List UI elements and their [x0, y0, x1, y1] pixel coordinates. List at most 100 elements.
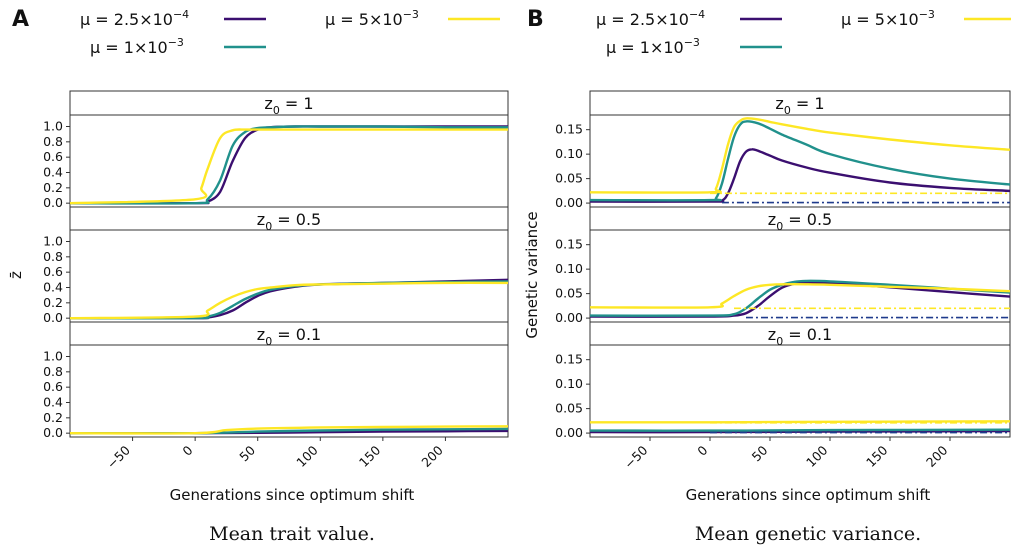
- x-tick-label: 50: [236, 442, 258, 464]
- facet-strip: [589, 90, 1011, 116]
- strip-subscript: 0: [265, 220, 272, 233]
- y-tick-label: 1.0: [43, 119, 63, 134]
- x-tick-label: 150: [356, 442, 384, 470]
- x-tick-label: 150: [863, 442, 891, 470]
- facet-series-group: [590, 420, 1010, 434]
- panel-b-xlabel: Generations since optimum shift: [686, 486, 931, 504]
- y-tick-label: 0.00: [555, 310, 583, 325]
- facet-plot-frame: [69, 229, 509, 323]
- legend-panel-b: μ = 2.5×10−4μ = 1×10−3μ = 5×10−3: [596, 8, 1011, 57]
- legend-label-exponent: −4: [173, 8, 189, 21]
- strip-suffix: = 0.5: [783, 210, 832, 229]
- series-line: [70, 425, 508, 435]
- y-tick-label: 0.2: [43, 295, 63, 310]
- strip-suffix: = 0.5: [272, 210, 321, 229]
- facet-strip-label: z0 = 0.1: [768, 325, 832, 348]
- strip-suffix: = 0.1: [272, 325, 321, 344]
- x-tick-label: 100: [293, 442, 321, 470]
- panel-b-caption: Mean genetic variance.: [695, 523, 921, 545]
- strip-suffix: = 0.1: [783, 325, 832, 344]
- y-tick-label: 0.05: [555, 171, 583, 186]
- legend-label-base: μ = 1×10: [90, 38, 168, 57]
- x-tick-label: 200: [923, 442, 951, 470]
- series-line: [590, 428, 1010, 432]
- y-tick-label: 0.2: [43, 410, 63, 425]
- legend-label-1: μ = 1×10−3: [90, 36, 184, 57]
- series-line: [590, 279, 1010, 317]
- legend-label-exponent: −3: [919, 8, 935, 21]
- legend-label-exponent: −3: [684, 36, 700, 49]
- facet-strip-label: z0 = 1: [264, 94, 313, 117]
- facet-plot-frame: [69, 344, 509, 438]
- y-tick-label: 0.2: [43, 180, 63, 195]
- strip-subscript: 0: [776, 220, 783, 233]
- facet-series-group: [70, 125, 508, 205]
- y-tick-label: 0.0: [43, 310, 63, 325]
- facet-series-group: [590, 117, 1010, 204]
- facet-series-group: [70, 425, 508, 435]
- y-tick-label: 0.05: [555, 286, 583, 301]
- y-tick-label: 0.15: [555, 237, 583, 252]
- facet-strip-label: z0 = 0.1: [257, 325, 321, 348]
- y-tick-label: 0.6: [43, 379, 63, 394]
- legend-label-2: μ = 5×10−3: [325, 8, 419, 29]
- series-line: [70, 125, 508, 205]
- x-tick-label: −50: [104, 442, 133, 471]
- y-tick-label: 0.8: [43, 364, 63, 379]
- strip-base: z: [768, 210, 776, 229]
- series-line: [590, 283, 1010, 309]
- legend-label-base: μ = 5×10: [325, 10, 403, 29]
- y-tick-label: 0.4: [43, 165, 63, 180]
- legend-panel-a: μ = 2.5×10−4μ = 1×10−3μ = 5×10−3: [80, 8, 500, 57]
- strip-suffix: = 1: [791, 94, 825, 113]
- x-tick-label: 0: [179, 442, 195, 458]
- strip-subscript: 0: [776, 335, 783, 348]
- y-tick-label: 0.8: [43, 249, 63, 264]
- facet-strip-label: z0 = 1: [775, 94, 824, 117]
- panel-b-ylabel: Genetic variance: [523, 211, 541, 338]
- legend-label-2: μ = 5×10−3: [841, 8, 935, 29]
- x-tick-label: 100: [803, 442, 831, 470]
- panel-a-letter: A: [12, 7, 29, 32]
- facet-series-group: [590, 279, 1010, 319]
- series-line: [70, 281, 508, 320]
- y-tick-label: 0.10: [555, 376, 583, 391]
- legend-label-0: μ = 2.5×10−4: [80, 8, 189, 29]
- legend-label-base: μ = 2.5×10: [596, 10, 689, 29]
- strip-suffix: = 1: [280, 94, 314, 113]
- x-tick-label: −50: [621, 442, 650, 471]
- legend-label-exponent: −3: [403, 8, 419, 21]
- legend-label-exponent: −3: [168, 36, 184, 49]
- strip-base: z: [257, 210, 265, 229]
- legend-label-base: μ = 1×10: [606, 38, 684, 57]
- y-tick-label: 1.0: [43, 234, 63, 249]
- panel-b-letter: B: [527, 7, 544, 32]
- series-line: [70, 125, 508, 205]
- series-line: [590, 117, 1010, 194]
- series-line: [70, 128, 508, 205]
- series-line: [590, 429, 1010, 434]
- facet-plot-frame: [589, 344, 1011, 438]
- x-tick-label: 200: [418, 442, 446, 470]
- x-tick-label: 50: [749, 442, 771, 464]
- y-tick-label: 0.00: [555, 425, 583, 440]
- facet-strip-label: z0 = 0.5: [768, 210, 832, 233]
- y-tick-label: 0.00: [555, 195, 583, 210]
- y-tick-label: 0.8: [43, 134, 63, 149]
- facet-strip-label: z0 = 0.5: [257, 210, 321, 233]
- legend-label-0: μ = 2.5×10−4: [596, 8, 705, 29]
- panel-a-caption: Mean trait value.: [209, 523, 375, 545]
- y-tick-label: 0.0: [43, 425, 63, 440]
- series-line: [590, 148, 1010, 203]
- y-tick-label: 1.0: [43, 349, 63, 364]
- strip-base: z: [768, 325, 776, 344]
- y-tick-label: 0.10: [555, 146, 583, 161]
- strip-subscript: 0: [784, 104, 791, 117]
- y-tick-label: 0.4: [43, 395, 63, 410]
- x-tick-label: 0: [694, 442, 710, 458]
- legend-label-base: μ = 5×10: [841, 10, 919, 29]
- y-tick-label: 0.4: [43, 280, 63, 295]
- panel-a-ylabel: z̄: [7, 271, 25, 279]
